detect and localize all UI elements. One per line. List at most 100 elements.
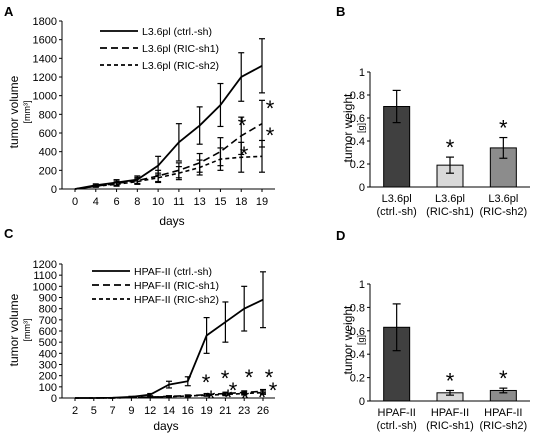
y-tick-label: 800 (39, 304, 57, 316)
panel-c-line-chart: C tumor volume [mm³] days 01002003004005… (4, 226, 278, 433)
y-tick-label: 1000 (33, 281, 57, 293)
significance-star: * (238, 113, 247, 138)
y-tick-label: 0.4 (350, 349, 365, 361)
category-label: (RIC-sh2) (479, 206, 527, 218)
y-tick-label: 600 (39, 128, 57, 140)
panel-letter-c: C (4, 226, 14, 241)
panel-c-plot-area: 0100200300400500600700800900100011001200… (33, 259, 278, 417)
y-tick-label: 400 (39, 147, 57, 159)
panel-a-plot-area: 0 200 400 600 800 1000 1200 1400 1600 1800 0 4 6 8 10 1… (33, 16, 275, 208)
x-tick-label: 18 (235, 196, 247, 208)
y-tick-label: 0 (359, 182, 365, 194)
y-tick-label: 1100 (33, 270, 57, 282)
y-tick-label: 1600 (33, 35, 57, 47)
y-tick-label: 1 (359, 67, 365, 79)
y-tick-label: 0 (359, 396, 365, 408)
y-tick-label: 200 (39, 371, 57, 383)
x-tick-label: 14 (163, 405, 175, 417)
x-tick-label: 21 (219, 405, 231, 417)
x-tick-label: 4 (93, 196, 99, 208)
category-label: L3.6pl (435, 193, 465, 205)
panel-c-y-axis-label: tumor volume (7, 293, 21, 366)
x-tick-label: 15 (214, 196, 226, 208)
legend-label-2: L3.6pl (RIC-sh1) (142, 43, 219, 55)
series-line-1 (74, 65, 263, 190)
significance-star: * (221, 366, 230, 391)
legend-label-3: HPAF-II (RIC-sh2) (134, 294, 219, 306)
panel-letter-b: B (336, 4, 345, 19)
y-tick-label: 800 (39, 109, 57, 121)
panel-d-y-axis-unit: [g] (356, 335, 366, 345)
y-tick-label: 400 (39, 348, 57, 360)
y-tick-label: 1000 (33, 91, 57, 103)
panel-d-bar-chart: D tumor weight [g] 0 0.2 0.4 0.6 0.8 1 HPAF-II… (336, 228, 530, 432)
significance-star: * (229, 378, 238, 403)
series-line-3 (74, 155, 263, 190)
x-tick-label: 19 (256, 196, 268, 208)
panel-c-x-axis-label: days (153, 419, 178, 433)
significance-star: * (240, 142, 249, 167)
x-tick-label: 11 (173, 196, 184, 208)
significance-star: * (266, 123, 275, 148)
panel-letter-a: A (4, 4, 14, 19)
y-tick-label: 1800 (33, 16, 57, 28)
y-tick-label: 900 (39, 293, 57, 305)
series-line-2 (74, 122, 263, 190)
significance-star: * (224, 385, 233, 410)
category-label: (RIC-sh1) (426, 420, 474, 432)
category-label: HPAF-II (484, 407, 522, 419)
y-tick-label: 0.6 (350, 113, 365, 125)
panel-d-y-axis-label: tumor weight (341, 305, 355, 374)
panel-a-line-chart: A tumor volume [mm³] days 0 200 400 600 800 1… (4, 4, 275, 228)
y-tick-label: 0.8 (350, 302, 365, 314)
panel-a-y-axis-label: tumor volume (7, 75, 21, 148)
panel-b-plot-area: 00.20.40.60.81L3.6pl(ctrl.-sh)L3.6pl(RIC… (350, 67, 530, 218)
significance-star: * (202, 370, 211, 395)
panel-b-y-axis-label: tumor weight (341, 93, 355, 162)
x-tick-label: 26 (257, 405, 269, 417)
y-tick-label: 0.4 (350, 136, 365, 148)
x-tick-label: 19 (200, 405, 212, 417)
panel-a-x-axis-label: days (159, 214, 184, 228)
x-tick-label: 12 (144, 405, 156, 417)
y-tick-label: 0.2 (350, 159, 365, 171)
legend-label-1: HPAF-II (ctrl.-sh) (134, 266, 212, 278)
y-tick-label: 600 (39, 326, 57, 338)
x-tick-label: 10 (152, 196, 164, 208)
significance-star: * (499, 116, 508, 141)
y-tick-label: 0.2 (350, 373, 365, 385)
y-tick-label: 300 (39, 360, 57, 372)
y-tick-label: 0.8 (350, 90, 365, 102)
y-tick-label: 1 (359, 279, 365, 291)
panel-a-y-axis-unit: [mm³] (22, 101, 32, 124)
significance-star: * (269, 378, 278, 403)
y-tick-label: 1400 (33, 53, 57, 65)
y-tick-label: 1200 (33, 259, 57, 271)
y-tick-label: 100 (39, 382, 57, 394)
x-tick-label: 8 (134, 196, 140, 208)
legend-label-2: HPAF-II (RIC-sh1) (134, 280, 219, 292)
x-tick-label: 23 (238, 405, 250, 417)
category-label: L3.6pl (488, 193, 518, 205)
category-label: (RIC-sh2) (479, 420, 527, 432)
category-label: HPAF-II (431, 407, 469, 419)
y-tick-label: 500 (39, 337, 57, 349)
x-tick-label: 16 (182, 405, 194, 417)
y-tick-label: 700 (39, 315, 57, 327)
x-tick-label: 6 (113, 196, 119, 208)
y-tick-label: 0 (51, 393, 57, 405)
panel-letter-d: D (336, 228, 345, 243)
category-label: (RIC-sh1) (426, 206, 474, 218)
y-tick-label: 0.6 (350, 326, 365, 338)
panel-b-y-axis-unit: [g] (356, 123, 366, 133)
x-tick-label: 2 (72, 405, 78, 417)
y-tick-label: 200 (39, 165, 57, 177)
panel-b-bar-chart: B tumor weight [g] 00.20.40.60.81L3.6pl(… (336, 4, 530, 218)
significance-star: * (446, 135, 455, 160)
y-tick-label: 0 (51, 184, 57, 196)
y-tick-label: 1200 (33, 72, 57, 84)
panel-d-plot-area: 00.20.40.60.81HPAF-II(ctrl.-sh)HPAF-II(R… (350, 279, 530, 432)
category-label: L3.6pl (382, 193, 412, 205)
significance-star: * (245, 365, 254, 390)
